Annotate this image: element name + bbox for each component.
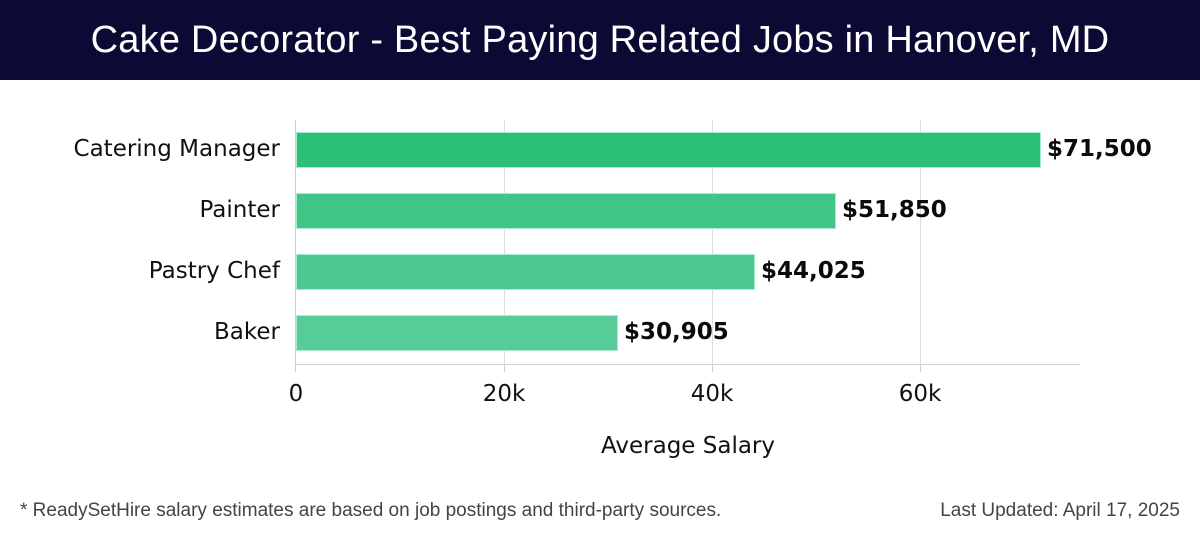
source-footnote: * ReadySetHire salary estimates are base… bbox=[20, 500, 722, 521]
value-label: $51,850 bbox=[842, 197, 947, 223]
value-label: $71,500 bbox=[1047, 136, 1152, 162]
category-label: Baker bbox=[214, 319, 280, 345]
bar-pastry-chef bbox=[296, 254, 755, 290]
bar-catering-manager bbox=[296, 132, 1041, 168]
chart-title: Cake Decorator - Best Paying Related Job… bbox=[90, 18, 1110, 61]
gridline-20k bbox=[504, 120, 505, 365]
value-label: $44,025 bbox=[761, 258, 866, 284]
gridline-60k bbox=[920, 120, 921, 365]
x-tick-label: 20k bbox=[482, 381, 526, 407]
bar-baker bbox=[296, 315, 618, 351]
bar-painter bbox=[296, 193, 836, 229]
chart-header: Cake Decorator - Best Paying Related Job… bbox=[0, 0, 1200, 80]
x-tick bbox=[920, 364, 921, 372]
x-tick bbox=[295, 364, 296, 372]
x-tick-label: 40k bbox=[690, 381, 734, 407]
x-tick bbox=[504, 364, 505, 372]
x-axis-title: Average Salary bbox=[600, 433, 776, 459]
category-label: Catering Manager bbox=[73, 136, 280, 162]
last-updated: Last Updated: April 17, 2025 bbox=[940, 500, 1180, 521]
gridline-40k bbox=[712, 120, 713, 365]
category-label: Painter bbox=[199, 197, 280, 223]
x-tick-label: 0 bbox=[288, 381, 304, 407]
value-label: $30,905 bbox=[624, 319, 729, 345]
x-tick bbox=[712, 364, 713, 372]
y-axis-line bbox=[295, 120, 296, 365]
category-label: Pastry Chef bbox=[148, 258, 280, 284]
x-tick-label: 60k bbox=[898, 381, 942, 407]
x-axis-line bbox=[295, 364, 1080, 365]
